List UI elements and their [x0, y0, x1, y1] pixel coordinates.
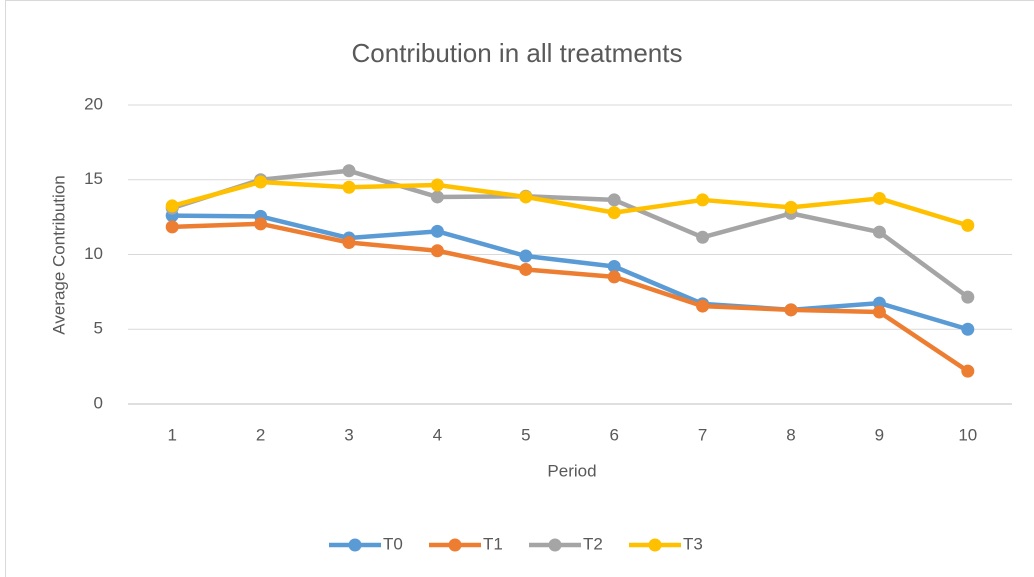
y-tick-label: 5: [94, 319, 103, 338]
x-tick-label: 5: [521, 425, 530, 444]
data-point: [784, 200, 798, 214]
data-point: [872, 191, 886, 205]
data-point: [607, 206, 621, 220]
x-tick-label: 9: [875, 425, 884, 444]
y-tick-label: 10: [84, 244, 103, 263]
data-point: [961, 322, 975, 336]
data-point: [607, 270, 621, 284]
data-point: [519, 249, 533, 263]
legend-label: T0: [383, 534, 403, 553]
x-tick-label: 10: [958, 425, 977, 444]
legend-label: T3: [683, 534, 703, 553]
series-line: [169, 179, 971, 228]
y-tick-label: 20: [84, 94, 103, 113]
data-point: [961, 364, 975, 378]
series-line: [169, 213, 971, 332]
data-point: [342, 180, 356, 194]
x-tick-label: 7: [698, 425, 707, 444]
chart-border: [5, 0, 1034, 577]
x-tick-label: 6: [609, 425, 618, 444]
x-tick-label: 1: [167, 425, 176, 444]
x-tick-label: 2: [256, 425, 265, 444]
data-point: [430, 178, 444, 192]
y-tick-label: 15: [84, 169, 103, 188]
data-point: [696, 193, 710, 207]
series-line: [169, 168, 971, 300]
legend-marker: [648, 538, 662, 552]
data-point: [430, 190, 444, 204]
data-point: [872, 305, 886, 319]
series-line: [169, 221, 971, 374]
data-point: [519, 190, 533, 204]
data-point: [961, 218, 975, 232]
data-point: [607, 193, 621, 207]
data-point: [430, 244, 444, 258]
data-point: [607, 259, 621, 273]
data-point: [342, 236, 356, 250]
data-point: [961, 290, 975, 304]
x-axis-label: Period: [547, 461, 596, 480]
y-axis-label: Average Contribution: [49, 175, 68, 334]
data-point: [784, 303, 798, 317]
data-point: [254, 217, 268, 231]
x-tick-label: 3: [344, 425, 353, 444]
legend-marker: [348, 538, 362, 552]
chart-title: Contribution in all treatments: [352, 38, 683, 68]
data-point: [696, 299, 710, 313]
legend-label: T1: [483, 534, 503, 553]
legend-marker: [448, 538, 462, 552]
data-point: [430, 224, 444, 238]
data-point: [872, 225, 886, 239]
legend-marker: [548, 538, 562, 552]
data-point: [872, 296, 886, 310]
x-tick-label: 8: [786, 425, 795, 444]
data-point: [342, 164, 356, 178]
x-tick-label: 4: [433, 425, 442, 444]
y-tick-label: 0: [94, 393, 103, 412]
data-point: [519, 262, 533, 276]
data-point: [165, 220, 179, 234]
legend-label: T2: [583, 534, 603, 553]
data-point: [254, 175, 268, 189]
data-point: [165, 199, 179, 213]
data-point: [696, 230, 710, 244]
